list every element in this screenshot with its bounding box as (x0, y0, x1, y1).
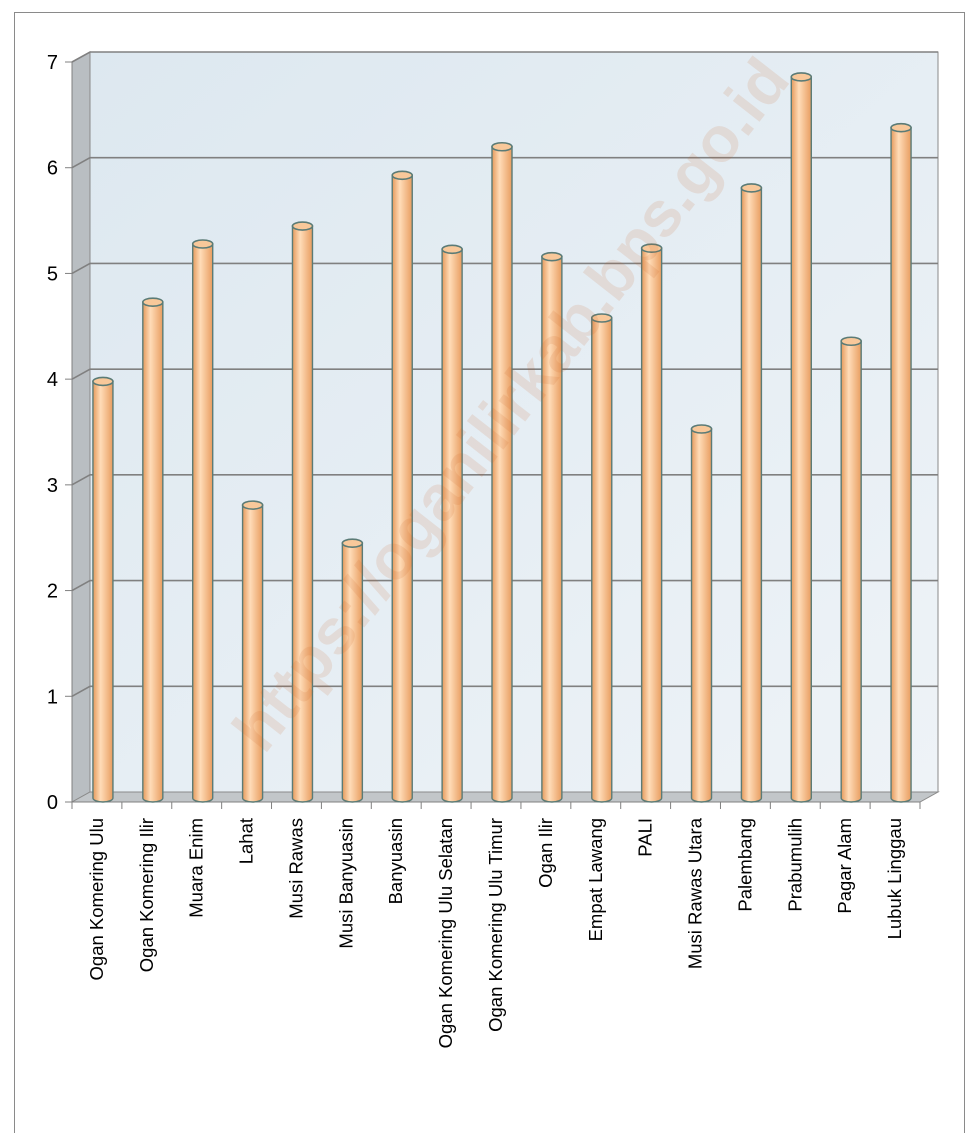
x-tick-label: Musi Rawas (285, 818, 306, 919)
bar-body (591, 317, 613, 803)
x-tick-label: Ogan Komering Ilir (136, 818, 157, 972)
bar (690, 424, 713, 803)
y-tick-label: 4 (47, 369, 58, 391)
chart-bars (92, 72, 912, 803)
x-tick-label: PALI (635, 818, 656, 857)
x-tick-label: Muara Enim (186, 818, 207, 918)
bar (491, 141, 513, 803)
bar-body (341, 542, 364, 803)
y-tick-label: 3 (47, 475, 58, 497)
bar (341, 538, 364, 803)
bar-body (740, 187, 763, 803)
bar (241, 500, 264, 803)
bar-body (142, 301, 164, 803)
bar-top (840, 336, 862, 347)
chart-axes (65, 61, 921, 809)
x-tick-label: Lahat (236, 818, 257, 864)
y-tick-label: 2 (47, 581, 58, 603)
y-tick-label: 0 (47, 792, 58, 814)
bar-body (640, 247, 663, 803)
bar-body (840, 340, 862, 803)
bar-top (740, 183, 763, 193)
x-tick-label: Palembang (734, 818, 755, 912)
bar-top (241, 500, 264, 510)
x-tick-label: Musi Banyuasin (335, 818, 356, 949)
y-tick-label: 1 (47, 686, 58, 708)
bar-body (391, 174, 413, 803)
bar-top (191, 239, 214, 249)
bar-top (92, 376, 114, 387)
x-tick-label: Musi Rawas Utara (685, 817, 706, 969)
bar (890, 122, 912, 803)
bar-top (690, 424, 713, 434)
chart-side-wall (71, 51, 91, 803)
bar-top (640, 243, 663, 254)
bar-top (391, 170, 414, 181)
bar-body (241, 504, 264, 803)
bar (590, 313, 613, 803)
bar (92, 376, 114, 803)
bar (840, 336, 862, 803)
bar-body (192, 243, 214, 803)
x-tick-label: Pagar Alam (834, 818, 855, 914)
bar-body (541, 255, 563, 803)
x-tick-label: Lubuk Linggau (884, 818, 905, 939)
bar-body (92, 380, 114, 803)
bar (191, 239, 214, 803)
bar-body (291, 225, 314, 803)
y-gridline (71, 51, 938, 63)
bar (291, 221, 314, 803)
bar-top (491, 141, 513, 152)
bar-body (890, 127, 912, 803)
bar (441, 244, 463, 803)
x-tick-label: Ogan Komering Ulu (86, 818, 107, 980)
y-tick-label: 6 (47, 158, 58, 180)
chart-labels: 0 1 2 3 4 5 6 7 Ogan Komering Ulu Ogan Komering I… (47, 52, 905, 1048)
bar-body (790, 76, 812, 803)
bar-top (541, 251, 563, 262)
bar-top (790, 72, 813, 82)
y-gridline (71, 156, 938, 169)
bar-body (441, 248, 463, 803)
bar-top (341, 538, 364, 548)
y-tick-label: 5 (47, 263, 58, 285)
x-tick-label: Banyuasin (385, 818, 406, 904)
bar (790, 72, 813, 803)
bar-top (890, 122, 912, 133)
bar (142, 297, 164, 803)
bar-body (690, 428, 713, 803)
bar (541, 251, 563, 803)
x-tick-label: Empat Lawang (585, 818, 606, 941)
bar-top (291, 221, 314, 231)
bar (391, 170, 414, 803)
x-tick-label: Ogan Komering Ulu Selatan (435, 818, 456, 1048)
bar-top (142, 297, 164, 307)
bar-body (491, 146, 513, 803)
x-tick-label: Ogan Komering Ulu Timur (485, 818, 506, 1032)
x-tick-label: Ogan Ilir (535, 818, 556, 888)
bar (740, 183, 763, 803)
bar-top (441, 244, 463, 255)
bar (640, 243, 663, 803)
y-tick-label: 7 (47, 52, 58, 74)
bar-top (590, 313, 613, 323)
x-tick-label: Prabumulih (784, 818, 805, 912)
